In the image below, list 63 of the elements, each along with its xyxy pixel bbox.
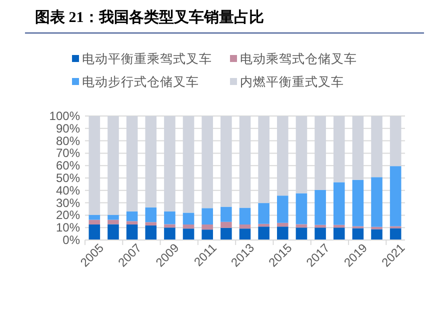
legend-label: 内燃平衡重式叉车 bbox=[240, 75, 344, 89]
bar bbox=[126, 221, 138, 224]
bar bbox=[164, 211, 176, 224]
bar bbox=[220, 222, 232, 228]
bar bbox=[145, 225, 157, 240]
bar bbox=[202, 208, 213, 224]
bar bbox=[145, 222, 157, 226]
y-tick-label: 70% bbox=[56, 146, 80, 160]
bar bbox=[220, 206, 232, 222]
y-tick-label: 0% bbox=[62, 233, 80, 247]
bar bbox=[182, 224, 194, 229]
bar bbox=[164, 228, 176, 240]
bar bbox=[333, 224, 345, 228]
y-tick-label: 60% bbox=[56, 158, 80, 173]
bar bbox=[220, 228, 232, 240]
bar bbox=[390, 166, 402, 226]
bar bbox=[314, 228, 326, 240]
bar bbox=[314, 224, 326, 228]
bar bbox=[145, 207, 157, 222]
bar bbox=[88, 214, 100, 220]
y-tick-label: 30% bbox=[56, 196, 80, 210]
bar bbox=[371, 177, 382, 227]
bar bbox=[352, 228, 364, 240]
y-tick-label: 100% bbox=[49, 109, 80, 123]
y-tick-label: 50% bbox=[56, 171, 80, 185]
bar bbox=[296, 193, 308, 224]
bar bbox=[296, 228, 308, 240]
y-tick-label: 20% bbox=[56, 208, 80, 222]
bar bbox=[126, 224, 138, 240]
bar bbox=[239, 228, 251, 240]
bar bbox=[182, 228, 194, 240]
bar bbox=[390, 228, 402, 240]
bar bbox=[108, 214, 119, 220]
bar bbox=[182, 212, 194, 224]
chart-title: 图表 21：我国各类型叉车销量占比 bbox=[35, 8, 264, 26]
bar bbox=[164, 224, 176, 228]
y-tick-label: 80% bbox=[56, 134, 80, 148]
y-tick-label: 40% bbox=[56, 183, 80, 198]
bar bbox=[258, 224, 270, 227]
bar bbox=[202, 224, 213, 230]
bar bbox=[126, 211, 138, 222]
bar bbox=[202, 230, 213, 240]
bar bbox=[333, 228, 345, 240]
bar bbox=[258, 203, 270, 224]
bar bbox=[277, 226, 288, 240]
bar bbox=[258, 226, 270, 240]
legend-label: 电动乘驾式仓储叉车 bbox=[240, 52, 357, 66]
bar bbox=[314, 190, 326, 225]
bar bbox=[239, 208, 251, 224]
y-tick-label: 90% bbox=[56, 121, 80, 136]
legend-label: 电动平衡重乘驾式叉车 bbox=[82, 52, 212, 66]
bar bbox=[333, 182, 345, 225]
bar bbox=[352, 180, 364, 226]
bar bbox=[88, 220, 100, 224]
bar bbox=[371, 229, 382, 240]
legend-label: 电动步行式仓储叉车 bbox=[82, 75, 199, 89]
bar bbox=[108, 220, 119, 224]
bar bbox=[88, 224, 100, 240]
bar bbox=[239, 224, 251, 229]
bar bbox=[108, 224, 119, 240]
bar bbox=[277, 222, 288, 227]
y-tick-label: 10% bbox=[56, 220, 80, 235]
bar bbox=[277, 196, 288, 223]
